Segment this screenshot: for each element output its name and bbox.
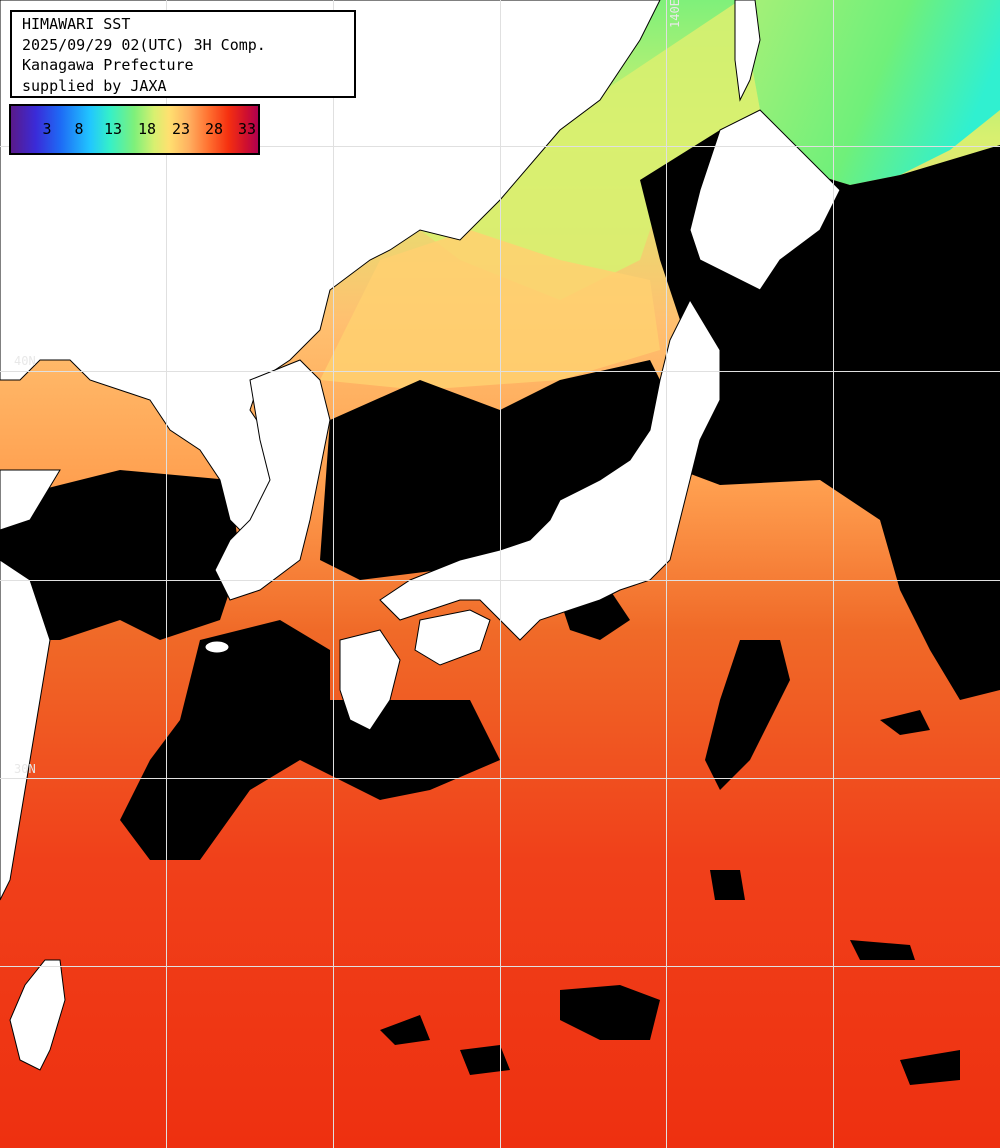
colorbar-tick: 3 (42, 120, 52, 138)
colorbar-tick: 8 (74, 120, 84, 138)
map-credit: supplied by JAXA (22, 76, 167, 95)
shikoku (414, 609, 491, 666)
hokkaido (689, 109, 841, 291)
map-title: HIMAWARI SST (22, 15, 131, 33)
sea-of-japan-mid (320, 230, 660, 390)
map-info-box: HIMAWARI SST 2025/09/29 02(UTC) 3H Comp.… (10, 10, 356, 98)
jeju-island (204, 640, 230, 654)
colorbar-tick: 33 (237, 120, 257, 138)
sea-of-japan-north (420, 0, 760, 300)
colorbar-tick: 28 (204, 120, 224, 138)
lon-label-140e: 140E (668, 0, 682, 28)
colorbar-tick: 18 (137, 120, 157, 138)
map-region: Kanagawa Prefecture (22, 56, 194, 74)
kyushu (339, 629, 401, 731)
colorbar-tick: 13 (103, 120, 123, 138)
map-datetime: 2025/09/29 02(UTC) 3H Comp. (22, 35, 266, 54)
colorbar-tick: 23 (171, 120, 191, 138)
taiwan (9, 959, 66, 1071)
china-coast (0, 469, 61, 901)
temperature-colorbar: 3 8 13 18 23 28 33 (9, 104, 260, 155)
korean-peninsula (214, 359, 331, 601)
honshu (379, 298, 721, 641)
lat-label-40n: 40N (14, 354, 36, 368)
okhotsk-sea (740, 0, 1000, 185)
lat-label-30n: 30N (14, 762, 36, 776)
sakhalin (734, 0, 761, 102)
